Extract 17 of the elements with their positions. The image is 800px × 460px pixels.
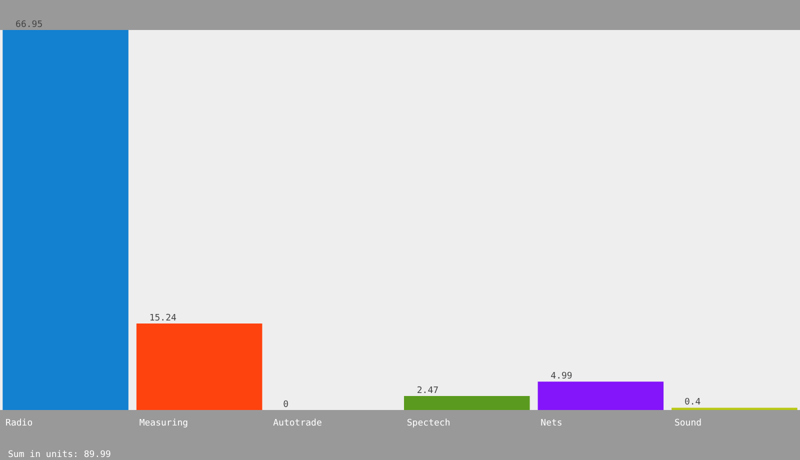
bar <box>538 382 664 410</box>
x-tick-label: Autotrade <box>273 418 322 428</box>
bar <box>2 30 128 410</box>
x-tick-label: Radio <box>6 418 33 428</box>
x-tick-label: Sound <box>674 418 702 428</box>
x-tick-label: Nets <box>540 418 562 428</box>
data-label: 4.99 <box>550 372 572 382</box>
data-label: 0.4 <box>684 398 701 408</box>
x-tick-label: Measuring <box>139 418 188 428</box>
bar <box>404 396 530 410</box>
data-label: 0 <box>283 400 289 410</box>
text: Sum in units: 89.99 <box>8 450 111 460</box>
bar <box>136 324 262 410</box>
data-label: 15.24 <box>149 314 176 324</box>
data-label: 66.95 <box>16 20 43 30</box>
x-tick-label: Spectech <box>406 418 450 428</box>
data-label: 2.47 <box>416 386 439 396</box>
